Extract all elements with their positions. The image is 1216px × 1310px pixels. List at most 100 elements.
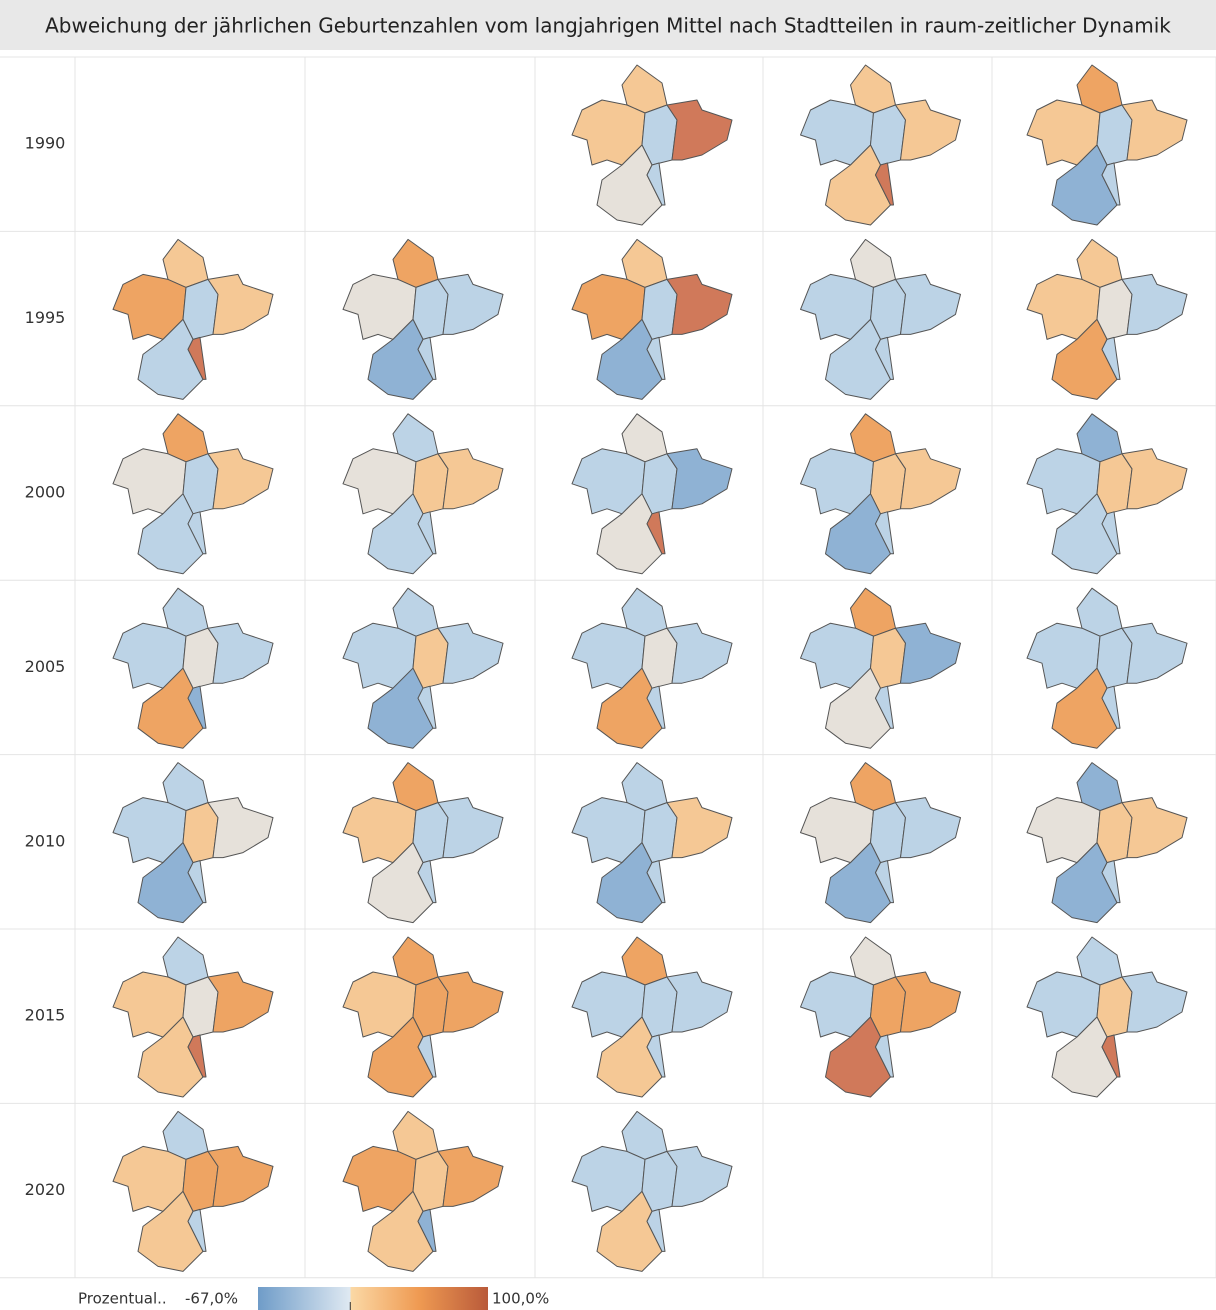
district — [1101, 1034, 1121, 1078]
district — [825, 318, 891, 400]
district — [437, 448, 504, 510]
row-label: 2005 — [25, 657, 66, 676]
district-map — [1026, 238, 1188, 400]
district — [875, 511, 894, 555]
district — [137, 493, 204, 575]
district — [666, 797, 733, 859]
district-map — [571, 64, 733, 226]
district — [1121, 797, 1188, 859]
district — [367, 667, 434, 749]
district-map — [571, 1110, 733, 1272]
district — [137, 1016, 204, 1098]
district-map — [571, 238, 733, 400]
district — [137, 318, 204, 400]
district — [666, 971, 733, 1033]
district — [825, 667, 891, 749]
district — [596, 1016, 663, 1098]
district-map — [571, 413, 733, 575]
row-label: 2015 — [25, 1006, 66, 1025]
district — [646, 1034, 666, 1078]
title-bar — [0, 0, 1216, 50]
district-map — [800, 762, 961, 924]
district — [437, 1145, 504, 1207]
district — [1051, 1016, 1118, 1098]
district-map — [112, 762, 274, 924]
district — [1051, 493, 1118, 575]
district — [646, 162, 666, 206]
district-map — [800, 64, 961, 226]
district — [137, 842, 204, 924]
district-map — [1026, 936, 1188, 1098]
district — [666, 448, 733, 510]
district-map — [571, 762, 733, 924]
district-map — [342, 936, 504, 1098]
district — [437, 273, 504, 335]
district — [137, 1190, 204, 1272]
district — [187, 1208, 207, 1252]
district — [646, 336, 666, 380]
district — [207, 622, 274, 684]
district — [207, 1145, 274, 1207]
district-map — [112, 238, 274, 400]
district — [875, 162, 894, 206]
district — [417, 685, 437, 729]
district — [367, 842, 434, 924]
district — [437, 797, 504, 859]
district — [875, 685, 894, 729]
district — [417, 860, 437, 904]
district-map — [1026, 413, 1188, 575]
district — [596, 842, 663, 924]
district — [367, 1190, 434, 1272]
legend-bar — [258, 1287, 488, 1310]
row-label: 2020 — [25, 1180, 66, 1199]
district — [1051, 144, 1118, 226]
district — [895, 99, 961, 161]
district — [895, 971, 961, 1033]
district — [187, 336, 207, 380]
district — [437, 622, 504, 684]
district — [1051, 842, 1118, 924]
district — [895, 448, 961, 510]
district — [666, 99, 733, 161]
district — [1101, 685, 1121, 729]
row-label: 2000 — [25, 483, 66, 502]
district — [417, 1208, 437, 1252]
district — [875, 336, 894, 380]
district — [1051, 318, 1118, 400]
district — [825, 144, 891, 226]
district-map — [342, 1110, 504, 1272]
district — [875, 860, 894, 904]
district — [825, 1016, 891, 1098]
district — [187, 511, 207, 555]
district — [825, 493, 891, 575]
district — [825, 842, 891, 924]
district-map — [342, 762, 504, 924]
district — [367, 318, 434, 400]
district — [1101, 511, 1121, 555]
district — [875, 1034, 894, 1078]
district-map — [1026, 587, 1188, 749]
district — [1121, 448, 1188, 510]
district-map — [112, 413, 274, 575]
district-map — [342, 587, 504, 749]
legend-min: -67,0% — [185, 1290, 238, 1308]
district-map — [800, 936, 961, 1098]
district — [666, 1145, 733, 1207]
district-map — [112, 936, 274, 1098]
legend-max: 100,0% — [492, 1290, 549, 1308]
district — [1121, 971, 1188, 1033]
district — [895, 622, 961, 684]
district-map — [800, 413, 961, 575]
district-map — [112, 587, 274, 749]
district — [646, 511, 666, 555]
district — [1101, 336, 1121, 380]
district — [596, 1190, 663, 1272]
district — [417, 336, 437, 380]
district-map — [1026, 64, 1188, 226]
district — [187, 685, 207, 729]
district-map — [342, 238, 504, 400]
district-map — [112, 1110, 274, 1272]
district — [207, 448, 274, 510]
